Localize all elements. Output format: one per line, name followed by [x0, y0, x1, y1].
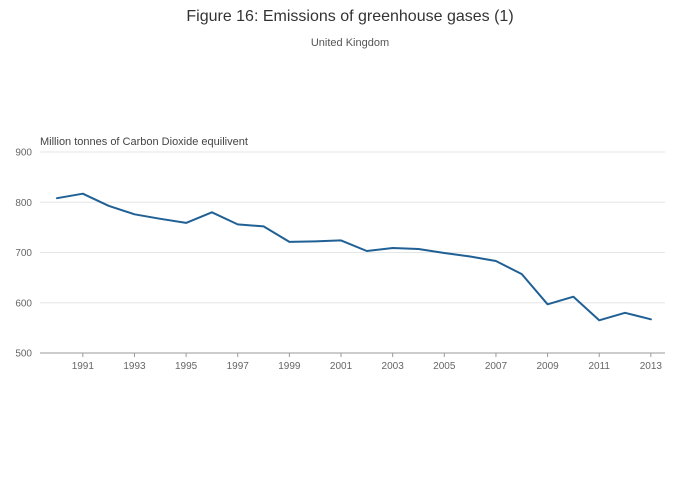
- chart-title: Figure 16: Emissions of greenhouse gases…: [186, 8, 514, 25]
- y-axis-label: Million tonnes of Carbon Dioxide equiliv…: [40, 136, 248, 148]
- y-tick-label: 600: [15, 298, 32, 309]
- x-tick-label: 2001: [330, 361, 353, 372]
- x-tick-label: 2011: [588, 361, 610, 372]
- x-tick-label: 2005: [433, 361, 456, 372]
- x-tick-label: 2013: [640, 361, 663, 372]
- y-tick-label: 700: [15, 248, 32, 259]
- y-tick-label: 800: [15, 198, 32, 209]
- x-tick-label: 1993: [123, 361, 146, 372]
- x-tick-label: 1999: [278, 361, 301, 372]
- y-tick-label: 900: [15, 148, 32, 159]
- chart-subtitle: United Kingdom: [310, 37, 390, 49]
- x-tick-label: 2007: [485, 361, 508, 372]
- x-tick-label: 2009: [536, 361, 559, 372]
- x-tick-label: 1991: [72, 361, 95, 372]
- x-tick-label: 2003: [382, 361, 405, 372]
- x-tick-label: 1997: [227, 361, 250, 372]
- series-line: [56, 192, 652, 322]
- x-tick-label: 1995: [175, 361, 198, 372]
- y-tick-label: 500: [15, 349, 32, 360]
